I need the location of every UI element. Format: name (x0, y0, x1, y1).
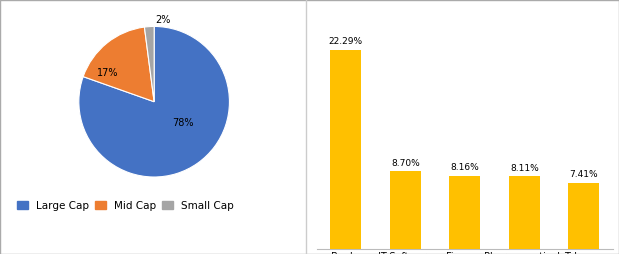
Bar (390, 171, 421, 249)
Text: 2%: 2% (155, 15, 171, 25)
Text: 78%: 78% (172, 118, 194, 128)
Text: 7.41%: 7.41% (569, 170, 598, 179)
Bar (449, 176, 480, 249)
Legend: Large Cap, Mid Cap, Small Cap: Large Cap, Mid Cap, Small Cap (17, 201, 234, 211)
Bar (331, 50, 361, 249)
Bar (568, 183, 599, 249)
Bar (509, 177, 540, 249)
Text: 8.11%: 8.11% (510, 164, 539, 173)
Wedge shape (144, 26, 154, 102)
Text: 8.70%: 8.70% (391, 158, 420, 168)
Wedge shape (83, 27, 154, 102)
Text: 22.29%: 22.29% (329, 37, 363, 46)
Text: 8.16%: 8.16% (451, 163, 479, 172)
Wedge shape (79, 26, 230, 177)
Text: 17%: 17% (97, 68, 118, 78)
